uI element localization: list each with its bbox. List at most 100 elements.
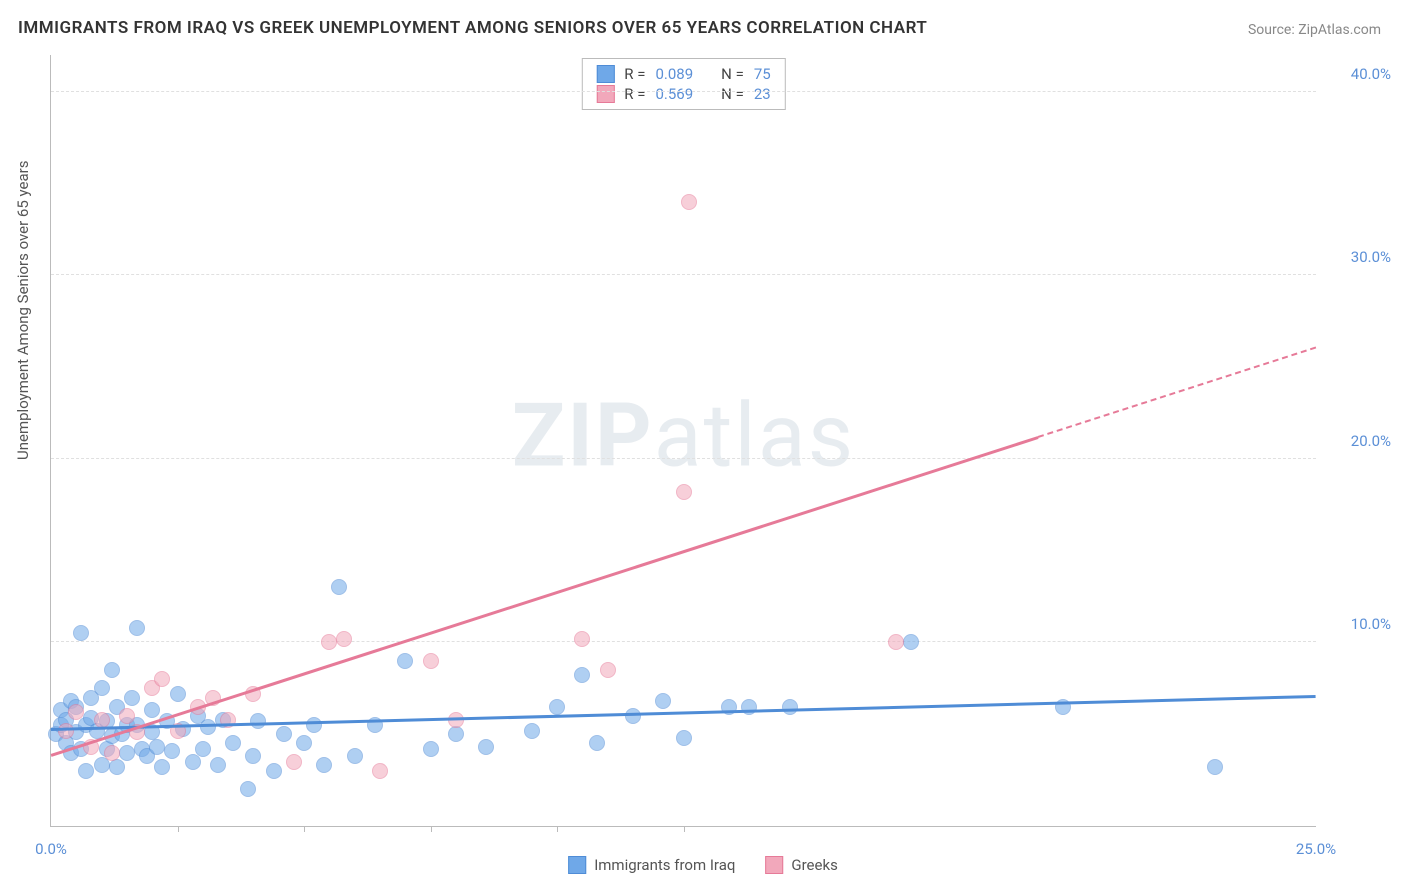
legend-item: Immigrants from Iraq: [568, 856, 735, 874]
trend-line-projection: [1037, 347, 1316, 439]
data-point: [681, 194, 697, 210]
n-value: 23: [754, 85, 771, 103]
data-point: [549, 699, 565, 715]
data-point: [448, 726, 464, 742]
source-attribution: Source: ZipAtlas.com: [1248, 22, 1381, 38]
data-point: [68, 704, 84, 720]
y-tick-label: 30.0%: [1326, 248, 1391, 266]
x-tick: [684, 826, 685, 832]
data-point: [600, 662, 616, 678]
x-tick: [431, 826, 432, 832]
watermark: ZIPatlas: [512, 384, 855, 487]
data-point: [655, 693, 671, 709]
data-point: [154, 759, 170, 775]
data-point: [888, 634, 904, 650]
data-point: [266, 763, 282, 779]
data-point: [154, 671, 170, 687]
data-point: [782, 699, 798, 715]
data-point: [336, 631, 352, 647]
data-point: [119, 708, 135, 724]
x-tick-label: 25.0%: [1296, 840, 1336, 858]
data-point: [524, 723, 540, 739]
data-point: [225, 735, 241, 751]
data-point: [78, 763, 94, 779]
source-link[interactable]: ZipAtlas.com: [1298, 22, 1381, 38]
series-swatch: [596, 85, 614, 103]
data-point: [423, 741, 439, 757]
legend: Immigrants from Iraq Greeks: [568, 856, 838, 874]
data-point: [676, 730, 692, 746]
data-point: [210, 757, 226, 773]
data-point: [104, 662, 120, 678]
data-point: [276, 726, 292, 742]
data-point: [124, 690, 140, 706]
data-point: [240, 781, 256, 797]
data-point: [331, 579, 347, 595]
x-tick: [304, 826, 305, 832]
data-point: [296, 735, 312, 751]
gridline: [51, 641, 1316, 642]
data-point: [574, 667, 590, 683]
stats-row: R =0.569N =23: [596, 84, 770, 104]
data-point: [903, 634, 919, 650]
x-tick: [557, 826, 558, 832]
y-tick-label: 40.0%: [1326, 65, 1391, 83]
data-point: [316, 757, 332, 773]
legend-swatch: [568, 856, 586, 874]
n-value: 75: [754, 65, 771, 83]
gridline: [51, 91, 1316, 92]
n-label: N =: [721, 85, 744, 103]
data-point: [73, 625, 89, 641]
n-label: N =: [721, 65, 744, 83]
data-point: [164, 743, 180, 759]
r-label: R =: [624, 65, 645, 83]
watermark-bold: ZIP: [512, 384, 654, 487]
watermark-light: atlas: [654, 384, 855, 487]
correlation-stats-box: R = 0.089 N = 75R = 0.569 N = 23: [581, 58, 785, 110]
legend-label: Immigrants from Iraq: [594, 856, 735, 874]
data-point: [397, 653, 413, 669]
data-point: [478, 739, 494, 755]
data-point: [109, 759, 125, 775]
r-value: 0.089: [655, 65, 693, 83]
gridline: [51, 274, 1316, 275]
data-point: [149, 739, 165, 755]
y-tick-label: 10.0%: [1326, 615, 1391, 633]
data-point: [286, 754, 302, 770]
data-point: [589, 735, 605, 751]
data-point: [144, 702, 160, 718]
data-point: [185, 754, 201, 770]
scatter-plot-area: ZIPatlas R =0.089N =75R =0.569N =23 10.0…: [50, 55, 1316, 827]
data-point: [347, 748, 363, 764]
legend-item: Greeks: [765, 856, 837, 874]
data-point: [1207, 759, 1223, 775]
source-label: Source:: [1248, 22, 1295, 38]
data-point: [129, 620, 145, 636]
data-point: [104, 745, 120, 761]
chart-title: IMMIGRANTS FROM IRAQ VS GREEK UNEMPLOYME…: [18, 18, 927, 38]
data-point: [94, 712, 110, 728]
data-point: [321, 634, 337, 650]
x-tick: [178, 826, 179, 832]
data-point: [58, 723, 74, 739]
y-tick-label: 20.0%: [1326, 432, 1391, 450]
data-point: [574, 631, 590, 647]
data-point: [245, 748, 261, 764]
trend-line: [51, 695, 1316, 731]
y-axis-label: Unemployment Among Seniors over 65 years: [14, 161, 32, 460]
data-point: [306, 717, 322, 733]
r-value: 0.569: [655, 85, 693, 103]
data-point: [119, 745, 135, 761]
gridline: [51, 458, 1316, 459]
data-point: [372, 763, 388, 779]
data-point: [423, 653, 439, 669]
legend-label: Greeks: [791, 856, 837, 874]
stats-row: R = 0.089 N = 75: [596, 64, 770, 84]
data-point: [170, 686, 186, 702]
data-point: [94, 680, 110, 696]
data-point: [94, 757, 110, 773]
data-point: [195, 741, 211, 757]
data-point: [250, 713, 266, 729]
data-point: [676, 484, 692, 500]
legend-swatch: [765, 856, 783, 874]
